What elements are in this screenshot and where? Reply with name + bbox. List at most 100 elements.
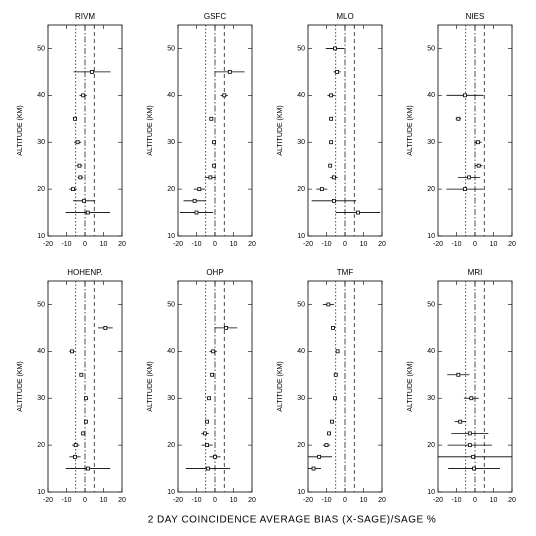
y-tick-label: 40 xyxy=(297,92,305,99)
y-tick-label: 20 xyxy=(167,186,175,193)
plot-area xyxy=(446,93,484,192)
y-tick-label: 50 xyxy=(297,301,305,308)
plot-area xyxy=(308,302,340,471)
marker xyxy=(90,69,94,74)
marker xyxy=(222,93,227,98)
marker xyxy=(471,454,476,459)
marker xyxy=(311,466,316,471)
y-tick-label: 10 xyxy=(427,233,435,240)
y-tick-label: 10 xyxy=(167,489,175,496)
x-tick-label: -20 xyxy=(303,241,313,248)
y-tick-label: 20 xyxy=(167,442,175,449)
y-tick-label: 20 xyxy=(297,186,305,193)
x-tick-label: -10 xyxy=(451,241,461,248)
y-tick-label: 30 xyxy=(37,395,45,402)
plot-area xyxy=(185,325,238,471)
marker xyxy=(333,372,338,377)
y-tick-label: 50 xyxy=(427,301,435,308)
y-tick-label: 50 xyxy=(37,301,45,308)
y-tick-label: 30 xyxy=(427,139,435,146)
y-tick-label: 40 xyxy=(37,92,45,99)
x-tick-label: -20 xyxy=(303,497,313,504)
frame xyxy=(437,24,513,237)
panel: RIVM ALTITUDE (KM) -20 -10 0 10 20 10 20 30 40 50 xyxy=(17,12,126,248)
x-tick-label: 0 xyxy=(473,497,477,504)
y-tick-label: 30 xyxy=(167,395,175,402)
marker xyxy=(103,325,108,330)
x-tick-label: -20 xyxy=(43,497,53,504)
marker xyxy=(331,175,336,180)
x-tick-label: -10 xyxy=(321,241,331,248)
x-tick-label: 0 xyxy=(213,241,217,248)
marker xyxy=(209,116,214,121)
marker xyxy=(81,93,86,98)
x-tick-label: 10 xyxy=(360,241,368,248)
panel-title: NIES xyxy=(466,12,485,21)
marker xyxy=(330,419,334,424)
x-tick-label: -20 xyxy=(43,241,53,248)
x-tick-label: -20 xyxy=(433,241,443,248)
marker xyxy=(467,431,472,436)
x-tick-label: -10 xyxy=(61,241,71,248)
plot-area xyxy=(65,69,111,215)
marker xyxy=(79,372,84,377)
marker xyxy=(333,396,337,401)
frame xyxy=(47,24,123,237)
marker xyxy=(206,466,210,471)
marker xyxy=(327,431,331,436)
x-tick-label: -20 xyxy=(433,497,443,504)
marker xyxy=(84,396,88,401)
marker xyxy=(329,140,334,145)
marker xyxy=(476,140,480,145)
y-axis-label: ALTITUDE (KM) xyxy=(407,105,414,155)
x-tick-label: -10 xyxy=(451,497,461,504)
marker xyxy=(75,140,80,145)
marker xyxy=(463,187,467,192)
marker xyxy=(331,325,335,330)
plot-area xyxy=(65,325,113,471)
y-axis-label: ALTITUDE (KM) xyxy=(407,361,414,411)
y-tick-label: 30 xyxy=(427,395,435,402)
frame xyxy=(437,280,513,493)
panel: MRI ALTITUDE (KM) -20 -10 0 10 20 10 20 30 40 50 xyxy=(407,268,516,504)
marker xyxy=(207,396,211,401)
marker xyxy=(73,116,77,121)
marker xyxy=(212,163,216,168)
panel: HOHENP. ALTITUDE (KM) -20 -10 0 10 20 10 20 30 40 5… xyxy=(17,268,126,504)
marker xyxy=(205,419,209,424)
y-axis-label: ALTITUDE (KM) xyxy=(277,361,284,411)
marker xyxy=(329,116,334,121)
y-tick-label: 40 xyxy=(37,348,45,355)
marker xyxy=(70,349,74,354)
marker xyxy=(335,349,340,354)
marker xyxy=(319,187,324,192)
marker xyxy=(212,140,216,145)
x-tick-label: -20 xyxy=(173,497,183,504)
frame xyxy=(177,24,253,237)
marker xyxy=(78,175,83,180)
marker xyxy=(467,175,471,180)
frame xyxy=(307,24,383,237)
y-axis-label: ALTITUDE (KM) xyxy=(277,105,284,155)
marker xyxy=(324,443,329,448)
marker xyxy=(317,454,322,459)
x-tick-label: 20 xyxy=(248,241,256,248)
marker xyxy=(472,466,476,471)
marker xyxy=(333,46,337,51)
panel-title: HOHENP. xyxy=(67,268,102,277)
x-tick-label: 10 xyxy=(100,497,108,504)
y-axis-label: ALTITUDE (KM) xyxy=(17,105,24,155)
x-tick-label: 20 xyxy=(378,241,386,248)
panel: TMF ALTITUDE (KM) -20 -10 0 10 20 10 20 30 40 50 xyxy=(277,268,386,504)
x-tick-label: 0 xyxy=(473,241,477,248)
y-tick-label: 30 xyxy=(37,139,45,146)
y-tick-label: 20 xyxy=(427,186,435,193)
y-tick-label: 50 xyxy=(167,45,175,52)
frame xyxy=(307,280,383,493)
x-tick-label: 20 xyxy=(118,497,126,504)
y-tick-label: 20 xyxy=(37,186,45,193)
y-tick-label: 10 xyxy=(297,489,305,496)
plot-area xyxy=(179,69,245,215)
y-tick-label: 10 xyxy=(37,233,45,240)
marker xyxy=(456,372,461,377)
